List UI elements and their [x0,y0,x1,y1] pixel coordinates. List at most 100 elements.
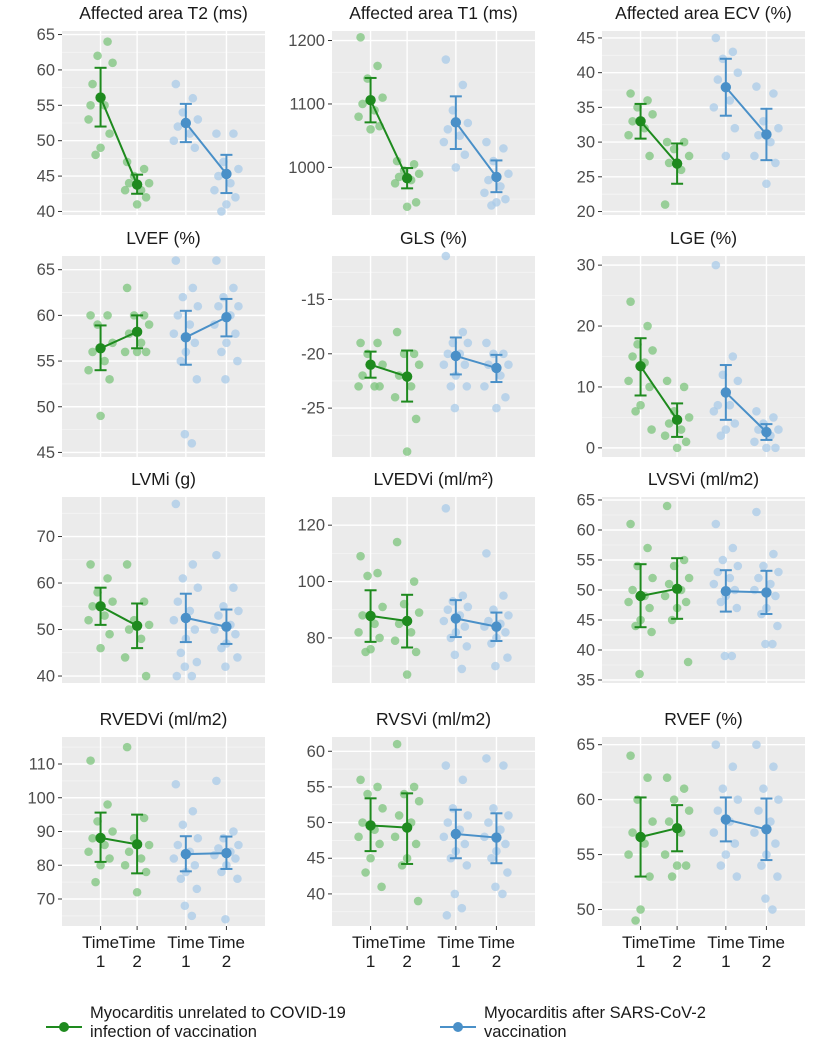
data-point [750,828,759,837]
data-point [662,501,672,511]
data-point [458,80,468,90]
y-tick-label: 1000 [288,159,325,177]
data-point [458,775,468,785]
y-tick-label: 40 [577,64,595,82]
mean-line [100,605,138,627]
data-point [441,503,451,513]
data-point [409,577,419,586]
data-point [769,89,778,98]
data-point [482,754,491,763]
data-point [392,327,402,337]
data-point [766,817,775,826]
data-point [664,579,674,589]
data-point [752,740,761,749]
data-point [450,650,460,660]
x-tick-label: 2 [402,952,411,971]
data-point [392,537,402,547]
data-point [684,573,694,583]
data-point [91,150,100,160]
data-point [354,382,363,391]
data-point [141,671,151,681]
mean-line [185,122,228,175]
data-point [624,597,633,607]
legend-key-green [44,1004,84,1034]
data-point [233,653,242,662]
y-tick-label: 1200 [288,32,325,50]
data-point [136,338,146,348]
data-point [411,647,421,657]
data-point [487,201,496,210]
y-tick-label: 45 [307,850,325,868]
mean-point [491,832,502,843]
data-point [210,185,219,195]
data-point [144,178,154,188]
data-point [681,597,691,607]
mean-line [100,330,138,350]
data-point [402,202,412,212]
mean-point [221,847,232,859]
data-point [171,499,181,509]
data-point [501,839,510,849]
x-tick-label: Time [659,933,696,952]
data-point [214,171,223,181]
data-point [480,382,489,391]
mean-point [95,92,106,103]
mean-point [95,343,106,354]
data-point [84,847,93,857]
data-point [727,651,737,661]
y-tick-label: 60 [37,61,55,79]
data-point [219,601,228,611]
data-point [460,150,470,160]
data-point [122,742,132,752]
data-point [491,661,500,671]
data-point [730,123,740,133]
data-point [709,103,719,112]
mean-point [180,332,192,343]
panel-8: 80 100 120 LVEDVi (ml/m²) [297,469,535,683]
legend-label-green-line2: infection of vaccination [90,1023,257,1041]
data-point [188,806,198,816]
data-point [221,662,230,672]
data-point [190,860,200,870]
data-point [409,782,419,792]
data-point [103,311,112,320]
mean-line [455,833,497,839]
data-point [190,338,200,348]
data-point [120,347,130,357]
mean-point [450,828,462,840]
data-point [88,833,97,843]
mean-point [221,621,232,632]
data-point [757,861,766,870]
data-point [771,158,780,168]
data-point [233,356,242,366]
data-point [716,861,726,870]
data-point [222,200,231,209]
mean-point [491,171,502,183]
mean-line [369,99,409,179]
panel-3: 20 25 30 35 40 45 Affected area ECV (%) [577,3,805,221]
data-point [725,400,735,410]
data-point [212,550,221,560]
data-point [463,338,473,348]
data-point [732,603,742,613]
data-point [711,33,721,43]
data-point [185,320,195,329]
data-point [501,627,510,637]
panel-title: RVEF (%) [664,709,742,729]
x-tick-label: Time [82,933,119,952]
data-point [221,914,230,924]
data-point [406,627,416,637]
mean-line [455,354,497,369]
mean-point [720,82,732,93]
mean-line [640,587,678,597]
data-point [645,382,654,392]
data-point [496,825,505,835]
data-point [662,376,672,386]
mean-line [99,97,139,185]
data-point [754,130,763,140]
mean-point [450,117,462,128]
y-tick-label: 45 [37,168,55,186]
y-tick-label: 50 [307,814,325,832]
data-point [643,543,652,553]
data-point [636,905,645,914]
